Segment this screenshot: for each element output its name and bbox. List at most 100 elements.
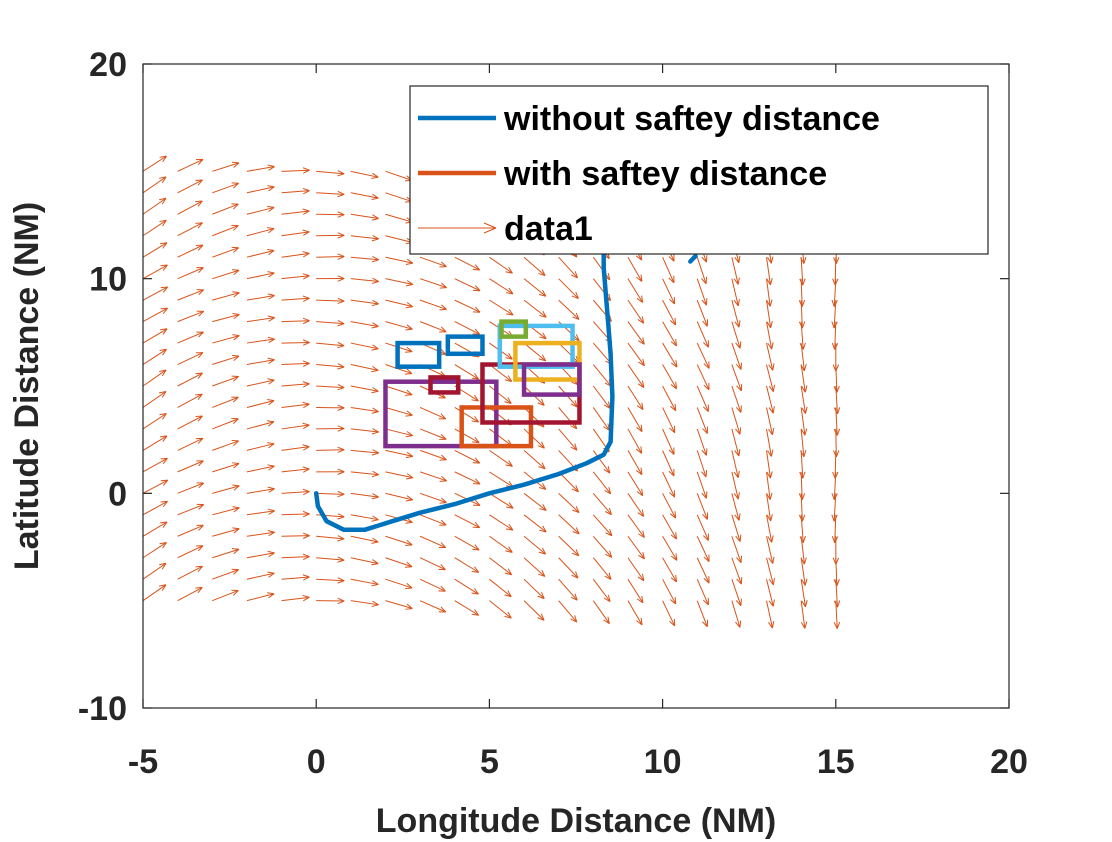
quiver-arrow bbox=[316, 320, 345, 327]
quiver-arrow bbox=[246, 592, 275, 602]
quiver-arrow bbox=[558, 256, 579, 279]
legend-label: with saftey distance bbox=[503, 155, 827, 193]
quiver-arrow bbox=[800, 343, 807, 372]
quiver-arrow bbox=[592, 600, 610, 625]
x-tick-label: 10 bbox=[644, 743, 682, 781]
quiver-arrow bbox=[142, 413, 167, 430]
quiver-arrow bbox=[731, 600, 742, 628]
quiver-arrow bbox=[523, 557, 546, 577]
quiver-arrow bbox=[281, 381, 310, 388]
quiver-arrow bbox=[316, 190, 345, 198]
quiver-arrow bbox=[281, 574, 310, 581]
quiver-arrow bbox=[142, 197, 167, 215]
quiver-arrow bbox=[731, 493, 741, 521]
quiver-arrow bbox=[662, 407, 676, 434]
quiver-arrow bbox=[212, 375, 239, 387]
quiver-arrow bbox=[350, 299, 379, 307]
quiver-arrow bbox=[212, 246, 239, 258]
quiver-arrow bbox=[627, 493, 645, 517]
y-tick-label: 10 bbox=[89, 261, 127, 299]
quiver-arrow bbox=[696, 579, 709, 606]
quiver-arrow bbox=[454, 407, 480, 423]
quiver-arrow bbox=[696, 364, 710, 391]
quiver-arrow bbox=[316, 535, 345, 542]
quiver-arrow bbox=[350, 428, 379, 435]
quiver-arrow bbox=[177, 393, 203, 408]
axis-ticks: -5 0 5 10 15 20 -10 0 10 20 bbox=[78, 46, 1028, 781]
quiver-arrow bbox=[281, 295, 310, 302]
quiver-arrow bbox=[212, 418, 239, 430]
quiver-arrow bbox=[419, 578, 446, 592]
quiver-arrow bbox=[558, 428, 578, 451]
quiver-arrow bbox=[523, 428, 545, 449]
obstacle-rect bbox=[521, 362, 582, 397]
quiver-arrow bbox=[281, 229, 310, 237]
quiver-arrow bbox=[627, 299, 645, 324]
quiver-arrow bbox=[142, 155, 167, 172]
quiver-arrow bbox=[831, 514, 839, 543]
quiver-arrow bbox=[419, 321, 447, 333]
quiver-arrow bbox=[281, 444, 310, 451]
quiver-arrow bbox=[142, 369, 167, 387]
quiver-arrow bbox=[627, 557, 645, 582]
quiver-arrow bbox=[489, 385, 512, 405]
quiver-arrow bbox=[662, 299, 677, 326]
quiver-arrow bbox=[419, 449, 447, 461]
quiver-arrow bbox=[662, 471, 676, 498]
quiver-arrow bbox=[142, 348, 167, 365]
quiver-arrow bbox=[419, 557, 446, 571]
quiver-arrow bbox=[662, 557, 678, 583]
quiver-arrow bbox=[385, 385, 413, 396]
quiver-arrow bbox=[142, 521, 168, 537]
quiver-arrow bbox=[766, 257, 773, 286]
quiver-arrow bbox=[696, 493, 709, 520]
quiver-arrow bbox=[454, 578, 479, 595]
quiver-arrow bbox=[558, 600, 578, 623]
quiver-arrow bbox=[212, 462, 240, 473]
quiver-arrow bbox=[523, 492, 547, 511]
quiver-arrow bbox=[696, 557, 710, 584]
quiver-arrow bbox=[142, 435, 168, 451]
quiver-arrow bbox=[662, 514, 678, 540]
quiver-arrow bbox=[731, 428, 741, 457]
quiver-arrow bbox=[592, 578, 611, 603]
quiver-arrow bbox=[246, 205, 275, 215]
quiver-arrow bbox=[281, 510, 310, 518]
quiver-arrow bbox=[350, 277, 379, 285]
quiver-arrow bbox=[142, 307, 168, 323]
quiver-arrow bbox=[627, 364, 645, 388]
quiver-arrow bbox=[246, 508, 275, 516]
quiver-arrow bbox=[246, 442, 275, 451]
quiver-arrow bbox=[212, 203, 239, 215]
quiver-arrow bbox=[696, 342, 710, 369]
quiver-arrow bbox=[592, 557, 612, 580]
quiver-arrow bbox=[212, 440, 239, 451]
quiver-arrow bbox=[419, 600, 447, 613]
quiver-arrow bbox=[731, 471, 740, 500]
obstacle-rectangles bbox=[383, 319, 582, 449]
obstacle-rect bbox=[459, 405, 534, 449]
quiver-arrow bbox=[385, 278, 414, 287]
quiver-arrow bbox=[523, 256, 546, 277]
quiver-arrow bbox=[212, 224, 239, 237]
y-axis-label: Latitude Distance (NM) bbox=[8, 202, 46, 570]
quiver-arrow bbox=[142, 328, 168, 344]
quiver-arrow bbox=[731, 579, 742, 607]
quiver-arrow bbox=[212, 313, 240, 323]
quiver-arrow bbox=[558, 492, 580, 514]
quiver-arrow bbox=[281, 466, 310, 473]
quiver-arrow bbox=[627, 600, 643, 626]
quiver-arrow bbox=[246, 185, 275, 194]
quiver-arrow bbox=[419, 278, 447, 289]
quiver-arrow bbox=[766, 493, 773, 522]
quiver-arrow bbox=[142, 390, 167, 408]
quiver-arrow bbox=[419, 535, 447, 549]
quiver-arrow bbox=[246, 248, 275, 258]
quiver-arrow bbox=[800, 579, 808, 608]
x-tick-label: 5 bbox=[480, 743, 499, 781]
quiver-arrow bbox=[489, 492, 514, 509]
quiver-arrow bbox=[627, 471, 644, 497]
quiver-arrow bbox=[177, 586, 203, 602]
quiver-arrow bbox=[523, 514, 547, 533]
quiver-arrow bbox=[246, 315, 275, 323]
